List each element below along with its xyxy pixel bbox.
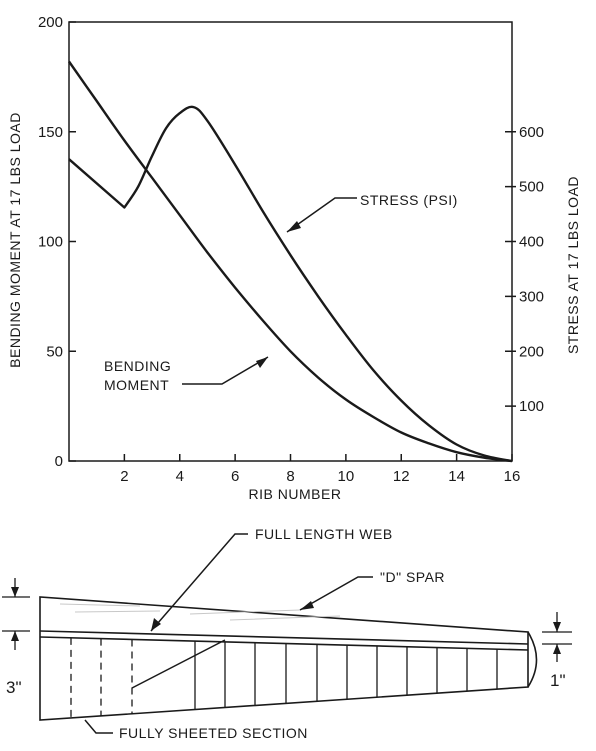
- y-axis-title-right: STRESS AT 17 LBS LOAD: [565, 176, 581, 354]
- annotation-bending-arrow: [256, 357, 268, 368]
- left-tick-label: 0: [55, 453, 63, 470]
- annotation-stress-arrow: [287, 221, 301, 232]
- series-line-bending-moment: [68, 60, 513, 463]
- left-tick-label: 100: [38, 234, 63, 251]
- annotation-bending-leader: [182, 356, 269, 385]
- x-tick-label: 16: [504, 468, 521, 485]
- right-tick-label: 200: [519, 343, 544, 360]
- x-tick-label: 12: [393, 468, 410, 485]
- wing-diagram: FULL LENGTH WEB "D" SPAR FULLY SHEETED S…: [2, 526, 572, 741]
- leader-fully-sheeted: [84, 719, 113, 734]
- dim-tip-arrowhead-up: [553, 622, 561, 632]
- wing-outline: [39, 596, 529, 721]
- label-tip-chord: 1": [550, 671, 566, 690]
- right-tick-label: 400: [519, 234, 544, 251]
- chart: 0 50 100 150 200 100 200 300 400 500 600 2 4 6 8 10 12…: [7, 14, 581, 502]
- label-d-spar: "D" SPAR: [380, 569, 445, 585]
- leader-sheeted-diagonal: [131, 639, 226, 689]
- x-axis-ticks: 2 4 6 8 10 12 14 16: [120, 454, 520, 485]
- dim-root-arrowhead-down: [11, 631, 19, 641]
- annotation-bending: BENDING: [104, 358, 171, 374]
- arrow-full-length-web: [151, 618, 161, 631]
- right-tick-label: 100: [519, 398, 544, 415]
- sheeting-faint-lines: [59, 603, 341, 621]
- x-tick-label: 8: [286, 468, 294, 485]
- wing-tip-curve: [527, 631, 538, 688]
- right-axis-ticks: 100 200 300 400 500 600: [505, 124, 544, 415]
- label-root-chord: 3": [6, 678, 22, 697]
- label-full-length-web: FULL LENGTH WEB: [255, 526, 393, 542]
- x-tick-label: 4: [176, 468, 184, 485]
- spar-line-bottom: [39, 636, 529, 651]
- arrow-d-spar: [300, 601, 314, 610]
- plot-frame: [68, 21, 513, 462]
- spar-line-top: [39, 630, 529, 645]
- leader-full-length-web: [150, 533, 248, 632]
- dim-tip-arrowhead-down: [553, 644, 561, 654]
- label-fully-sheeted: FULLY SHEETED SECTION: [119, 725, 308, 741]
- x-tick-label: 2: [120, 468, 128, 485]
- series-line-stress: [68, 105, 513, 463]
- leader-d-spar: [299, 576, 373, 611]
- left-axis-ticks: 0 50 100 150 200: [38, 14, 76, 470]
- y-axis-title-left: BENDING MOMENT AT 17 LBS LOAD: [7, 112, 23, 368]
- annotation-stress: STRESS (PSI): [360, 192, 458, 208]
- left-tick-label: 200: [38, 14, 63, 31]
- right-tick-label: 300: [519, 288, 544, 305]
- dim-root-arrowhead-up: [11, 587, 19, 597]
- series-group: [68, 60, 513, 463]
- right-tick-label: 600: [519, 124, 544, 141]
- left-tick-label: 150: [38, 124, 63, 141]
- annotation-stress-leader: [286, 197, 357, 233]
- left-tick-label: 50: [46, 343, 63, 360]
- annotation-moment: MOMENT: [104, 377, 169, 393]
- x-axis-title: RIB NUMBER: [249, 486, 342, 502]
- ribs-group: [70, 637, 498, 718]
- right-tick-label: 500: [519, 179, 544, 196]
- x-tick-label: 6: [231, 468, 239, 485]
- x-tick-label: 14: [448, 468, 465, 485]
- x-tick-label: 10: [338, 468, 355, 485]
